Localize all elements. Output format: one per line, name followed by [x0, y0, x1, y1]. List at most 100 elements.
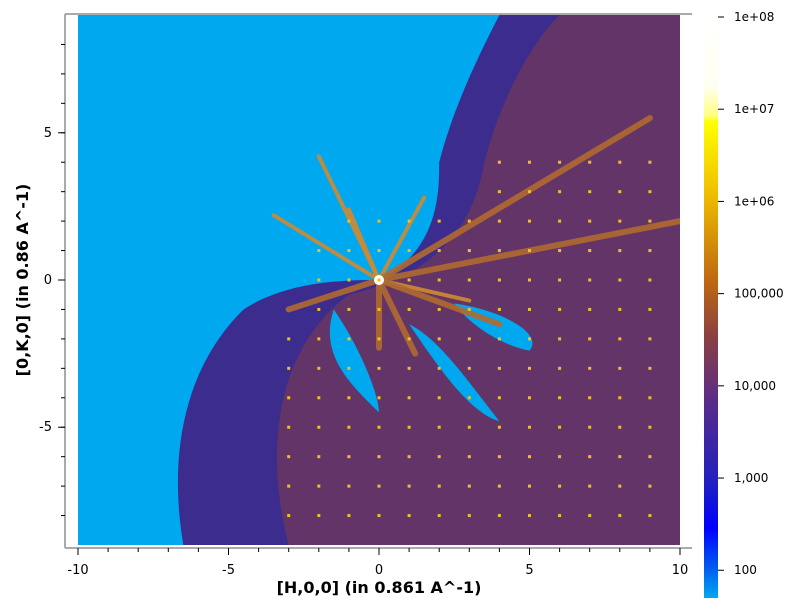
bragg-peak: [528, 278, 531, 282]
bragg-peak: [648, 190, 652, 194]
bragg-peak: [437, 366, 441, 370]
bragg-peak: [407, 484, 411, 488]
bragg-peak: [317, 425, 321, 429]
bragg-peak: [497, 249, 501, 253]
bragg-peak: [437, 484, 441, 488]
bragg-peak: [497, 455, 501, 459]
bragg-peak: [558, 396, 562, 400]
bragg-peak: [588, 455, 592, 459]
colorbar-tick-label: 10,000: [734, 379, 776, 393]
bragg-peak: [497, 190, 501, 194]
bragg-peak: [558, 514, 562, 518]
bragg-peak: [588, 366, 592, 370]
bragg-peak: [618, 219, 622, 223]
bragg-peak: [317, 307, 321, 311]
streak-arm: [377, 195, 427, 282]
bragg-peak: [497, 337, 501, 341]
bragg-peak: [558, 425, 562, 429]
bragg-peak: [618, 190, 622, 194]
bragg-peak: [317, 514, 321, 518]
bragg-peak: [377, 455, 381, 459]
bragg-peak: [347, 249, 351, 253]
bragg-peak: [497, 278, 501, 282]
bragg-peak: [317, 278, 321, 282]
bragg-peak: [407, 425, 411, 429]
bragg-peak: [377, 425, 381, 429]
bragg-peak: [287, 514, 291, 518]
bragg-peak: [618, 396, 622, 400]
y-tick-label: -5: [39, 420, 52, 435]
bragg-peak: [588, 307, 592, 311]
bragg-peak: [648, 366, 652, 370]
bragg-peak: [558, 366, 562, 370]
plot-area: [78, 15, 680, 545]
bragg-peak: [377, 337, 381, 341]
x-axis-label: [H,0,0] (in 0.861 A^-1): [277, 578, 482, 597]
bragg-peak: [377, 396, 381, 400]
bragg-peak: [648, 455, 652, 459]
y-axis: 5 0 -5: [39, 43, 65, 517]
colorbar-tick-label: 1e+08: [734, 10, 774, 24]
bragg-peak: [347, 219, 351, 223]
bragg-peak: [317, 249, 321, 253]
bragg-peak: [407, 514, 411, 518]
bragg-peak: [467, 219, 471, 223]
streak-arm: [285, 277, 382, 313]
colorbar: 1e+08 1e+07 1e+06 100,000 10,000 1,000 100: [704, 10, 784, 598]
bragg-peak: [497, 396, 501, 400]
bragg-peak: [618, 425, 622, 429]
bragg-peak: [648, 337, 652, 341]
colorbar-tick-label: 1e+07: [734, 102, 774, 116]
bragg-peak: [497, 219, 501, 223]
bragg-peak: [347, 484, 351, 488]
bragg-peak: [467, 249, 471, 253]
bragg-peak: [558, 160, 562, 164]
bragg-peak: [437, 307, 441, 311]
bragg-peak: [588, 278, 592, 282]
bragg-peak: [528, 396, 531, 400]
bragg-peak: [618, 307, 622, 311]
bragg-peak: [437, 514, 441, 518]
bragg-peak: [317, 366, 321, 370]
colorbar-tick-label: 100,000: [734, 287, 784, 301]
bragg-peak: [497, 514, 501, 518]
bragg-peak: [497, 160, 501, 164]
bragg-peak: [588, 425, 592, 429]
bragg-peak: [528, 425, 531, 429]
bragg-peak: [347, 425, 351, 429]
bragg-peak: [648, 219, 652, 223]
bragg-peak: [528, 514, 531, 518]
bragg-peak: [648, 396, 652, 400]
y-tick-label: 5: [44, 126, 52, 141]
bragg-peak: [497, 366, 501, 370]
bragg-peak: [377, 514, 381, 518]
no-data-lobe-1: [329, 309, 379, 413]
bragg-peak: [528, 366, 531, 370]
bragg-peak: [558, 337, 562, 341]
bragg-peak: [497, 484, 501, 488]
bragg-peak: [528, 337, 531, 341]
bragg-peak: [558, 455, 562, 459]
bragg-peak: [347, 366, 351, 370]
bragg-peak: [558, 484, 562, 488]
x-tick-label: 0: [375, 563, 383, 578]
bragg-peak: [588, 160, 592, 164]
bragg-peak: [317, 484, 321, 488]
bragg-peak: [528, 249, 531, 253]
bragg-peak: [528, 160, 531, 164]
bragg-peak: [347, 455, 351, 459]
bragg-peak: [588, 396, 592, 400]
x-tick-label: 5: [525, 563, 533, 578]
bragg-peak: [437, 278, 441, 282]
bragg-peak: [648, 514, 652, 518]
bragg-peak: [377, 249, 381, 253]
bragg-peak: [407, 337, 411, 341]
bragg-peak: [377, 278, 381, 282]
x-axis: -10 -5 0 5 10: [67, 548, 688, 578]
bragg-peak: [618, 366, 622, 370]
bragg-peak: [648, 307, 652, 311]
bragg-peak: [648, 249, 652, 253]
bragg-peaks: [287, 160, 652, 518]
bragg-peak: [287, 455, 291, 459]
